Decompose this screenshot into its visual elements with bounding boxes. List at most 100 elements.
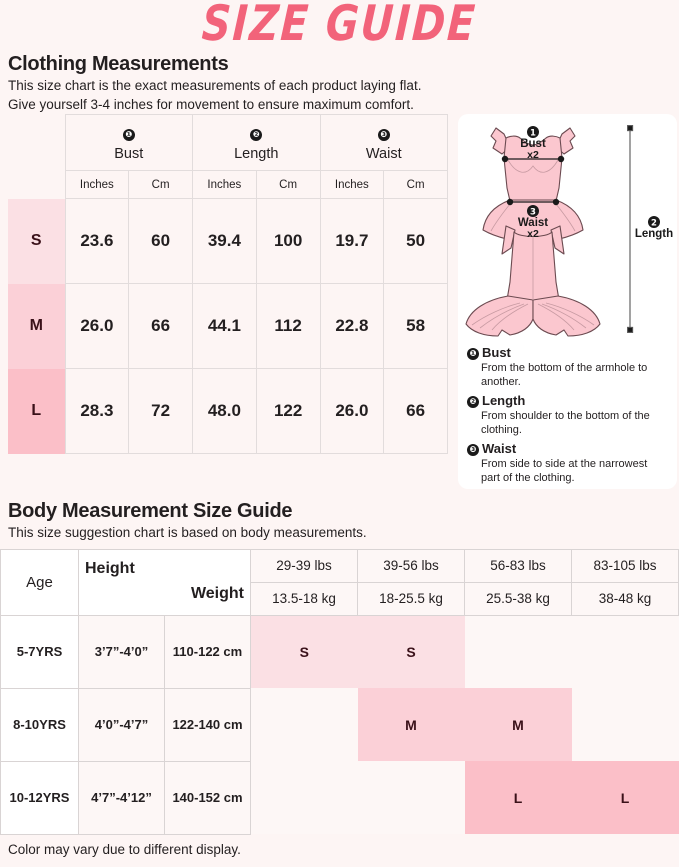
size-label-m: M [8, 283, 65, 369]
table-row: 10-12YRS 4’7”-4’12” 140-152 cm L L [0, 760, 679, 835]
clothing-measurements-section: Clothing Measurements This size chart is… [0, 52, 679, 114]
footnote: Color may vary due to different display. [8, 841, 241, 857]
length-label-group: 2 Length [635, 216, 673, 240]
group-header-waist: ❸ Waist [319, 114, 448, 172]
group-header-length: ❷ Length [192, 114, 321, 172]
table-cell: 60 [128, 198, 193, 285]
legend-term: Waist [482, 441, 517, 457]
height-cm-cell: 140-152 cm [164, 760, 251, 835]
svg-text:x2: x2 [527, 228, 539, 240]
size-fit-cell: L [571, 761, 679, 835]
weight-label: Weight [190, 585, 244, 603]
group-header-bust: ❶ Bust [64, 114, 193, 172]
size-fit-cell: S [250, 615, 358, 689]
table-row: L 28.3 72 48.0 122 26.0 66 [8, 368, 448, 455]
badge-2-icon: ❷ [250, 129, 263, 142]
age-range-cell: 5-7YRS [0, 614, 79, 689]
table-corner-cell-2 [8, 171, 65, 199]
legend-item-bust: ❶ Bust From the bottom of the armhole to … [467, 345, 668, 389]
waist-label-group: 3 Waist x2 [518, 205, 548, 240]
size-fit-cell: M [464, 688, 572, 762]
legend-head: ❷ Length [467, 393, 668, 409]
size-fit-cell-empty [464, 615, 572, 689]
unit-header: Cm [383, 170, 448, 200]
height-inches-cell: 3’7”-4’0” [78, 614, 165, 689]
unit-header: Inches [319, 170, 385, 200]
svg-text:2: 2 [651, 219, 657, 229]
table-row: M 26.0 66 44.1 112 22.8 58 [8, 283, 448, 370]
legend-head: ❶ Bust [467, 345, 668, 361]
size-fit-cell-empty [357, 761, 465, 835]
table-cell: 28.3 [64, 368, 130, 455]
legend-item-length: ❷ Length From shoulder to the bottom of t… [467, 393, 668, 437]
size-fit-cell-empty [250, 761, 358, 835]
bust-label-group: 1 Bust x2 [520, 126, 546, 161]
clothing-subtext-line2: Give yourself 3-4 inches for movement to… [8, 96, 414, 112]
table-cell: 26.0 [64, 283, 130, 370]
badge-2-icon: ❷ [467, 395, 479, 408]
unit-header: Inches [192, 170, 257, 200]
height-label: Height [85, 560, 135, 578]
weight-kg-header: 18-25.5 kg [357, 581, 465, 616]
height-cm-cell: 110-122 cm [164, 614, 251, 689]
group-label-waist: Waist [365, 145, 402, 162]
table-cell: 23.6 [64, 198, 130, 285]
legend-item-waist: ❸ Waist From side to side at the narrowes… [467, 441, 668, 485]
svg-text:1: 1 [530, 129, 536, 139]
legend-description: From shoulder to the bottom of the cloth… [481, 410, 650, 437]
group-label-length: Length [234, 145, 279, 162]
height-inches-cell: 4’0”-4’7” [78, 687, 165, 762]
weight-lbs-header: 29-39 lbs [250, 548, 358, 583]
clothing-heading: Clothing Measurements [8, 53, 229, 75]
svg-text:Length: Length [635, 228, 673, 240]
page-title: SIZE GUIDE [200, 0, 479, 53]
svg-text:3: 3 [530, 208, 536, 218]
weight-kg-header: 38-48 kg [571, 581, 679, 616]
size-fit-cell-empty [250, 688, 358, 762]
group-label-bust: Bust [114, 145, 144, 162]
table-cell: 112 [255, 283, 321, 370]
table-unit-header-row: Inches Cm Inches Cm Inches Cm [8, 170, 448, 200]
mermaid-dress-illustration-icon: 1 Bust x2 3 Waist x2 [465, 125, 673, 337]
table-row: 5-7YRS 3’7”-4’0” 110-122 cm S S [0, 614, 679, 689]
size-fit-cell: S [357, 615, 465, 689]
table-row: S 23.6 60 39.4 100 19.7 50 [8, 198, 448, 285]
table-cell: 48.0 [192, 368, 257, 455]
table-cell: 19.7 [319, 198, 385, 285]
legend-description: From the bottom of the armhole to anothe… [481, 362, 648, 389]
clothing-table-wrap: ❶ Bust ❷ Length ❸ Waist Inches Cm Inches… [8, 114, 448, 455]
table-cell: 100 [255, 198, 321, 285]
height-weight-diagonal-cell: Weight Height [78, 548, 251, 616]
unit-header: Inches [64, 170, 130, 200]
table-cell: 50 [383, 198, 448, 285]
table-cell: 26.0 [319, 368, 385, 455]
height-cm-cell: 122-140 cm [164, 687, 251, 762]
table-cell: 72 [128, 368, 193, 455]
weight-kg-header: 13.5-18 kg [250, 581, 358, 616]
size-label-l: L [8, 368, 65, 454]
legend-head: ❸ Waist [467, 441, 668, 457]
clothing-subtext-line1: This size chart is the exact measurement… [8, 78, 422, 93]
size-fit-cell-empty [571, 615, 679, 689]
size-fit-cell: M [357, 688, 465, 762]
table-group-header-row: ❶ Bust ❷ Length ❸ Waist [8, 114, 448, 172]
unit-header: Cm [128, 170, 193, 200]
table-row: 8-10YRS 4’0”-4’7” 122-140 cm M M [0, 687, 679, 762]
svg-text:x2: x2 [527, 149, 539, 161]
size-fit-cell: L [464, 761, 572, 835]
measurement-legend: ❶ Bust From the bottom of the armhole to … [458, 342, 677, 485]
illustration-card: 1 Bust x2 3 Waist x2 [458, 114, 677, 490]
table-cell: 44.1 [192, 283, 257, 370]
badge-1-icon: ❶ [467, 347, 479, 360]
body-measurement-table: Age Weight Height 29-39 lbs 39-56 lbs 56… [0, 548, 679, 835]
age-header: Age [0, 548, 79, 616]
length-measure-line [627, 125, 634, 334]
body-header-row-kg: 13.5-18 kg 18-25.5 kg 25.5-38 kg 38-48 k… [1, 581, 679, 616]
table-cell: 66 [128, 283, 193, 370]
age-range-cell: 10-12YRS [0, 760, 79, 835]
weight-lbs-header: 83-105 lbs [571, 548, 679, 583]
weight-kg-header: 25.5-38 kg [464, 581, 572, 616]
height-inches-cell: 4’7”-4’12” [78, 760, 165, 835]
body-heading: Body Measurement Size Guide [8, 500, 293, 523]
svg-text:Bust: Bust [520, 138, 546, 150]
